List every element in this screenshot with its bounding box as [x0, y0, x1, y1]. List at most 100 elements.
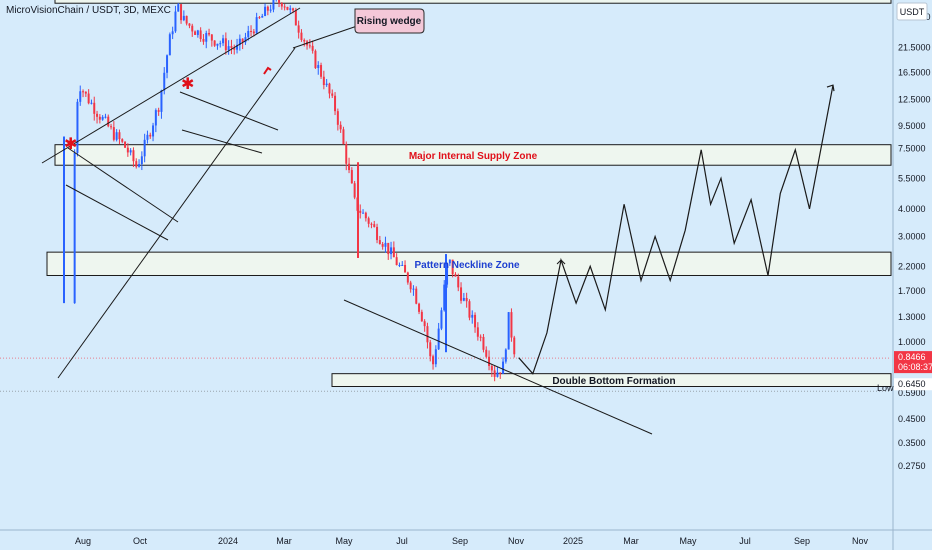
candle-body: [160, 90, 163, 112]
candle-body: [446, 263, 449, 285]
candle-body: [426, 326, 429, 343]
candle-body: [93, 102, 96, 114]
candle-body: [96, 113, 99, 117]
candle-body: [336, 111, 339, 125]
candle-body: [476, 327, 479, 337]
candle-body: [236, 44, 239, 50]
candle-body: [370, 223, 373, 225]
candle-body: [188, 23, 191, 26]
candle-body: [199, 30, 202, 40]
price-tick-label: 1.7000: [898, 286, 926, 296]
candle-body: [418, 303, 421, 312]
candle-body: [177, 4, 180, 12]
currency-selector[interactable]: [896, 2, 928, 21]
candle-body: [227, 46, 230, 51]
current-price-box: [894, 351, 932, 374]
candle-body: [140, 156, 143, 165]
price-tick-label: 1.3000: [898, 312, 926, 322]
channel-upper-line: [67, 147, 179, 223]
time-tick-label: Sep: [452, 536, 468, 546]
neckline-trend-line: [343, 299, 653, 435]
candle-body: [258, 17, 261, 19]
time-tick-label: May: [679, 536, 697, 546]
candle-body: [110, 126, 113, 128]
candle-body: [171, 31, 174, 35]
candle-body: [292, 8, 295, 11]
candle-body: [129, 150, 132, 153]
rising-wedge-callout-line: [292, 24, 361, 49]
candle-body: [73, 152, 76, 304]
candle-body: [107, 116, 110, 127]
neckline-zone-label: Pattern Neckline Zone: [414, 260, 519, 271]
time-tick-label: Jul: [739, 536, 751, 546]
neckline-zone: [46, 251, 892, 276]
candle-body: [429, 342, 432, 357]
candle-body: [406, 272, 409, 283]
candle-body: [339, 124, 342, 130]
time-tick-label: Mar: [276, 536, 292, 546]
channel-lower-line: [65, 184, 169, 241]
time-tick-label: Aug: [75, 536, 91, 546]
candle-body: [432, 356, 435, 365]
candle-body: [409, 282, 412, 290]
candle-body: [149, 134, 152, 137]
candle-body: [384, 242, 387, 247]
flag-lower-line: [181, 129, 263, 154]
low-label: Low: [877, 383, 894, 393]
candle-body: [185, 15, 188, 24]
candle-body: [348, 163, 351, 171]
candle-body: [373, 224, 376, 227]
candle-body: [342, 129, 345, 144]
candle-body: [510, 312, 513, 338]
candle-body: [174, 11, 177, 32]
projection-path: [518, 84, 834, 375]
candle-body: [308, 45, 311, 47]
candle-body: [300, 32, 303, 40]
projection-arrow-head: [826, 84, 835, 92]
candle-body: [387, 242, 390, 255]
wedge-lower-line: [57, 47, 296, 379]
wedge-upper-line: [41, 7, 301, 164]
candle-body: [233, 47, 236, 50]
candle-body: [87, 93, 90, 104]
time-tick-label: May: [335, 536, 353, 546]
candle-body: [364, 212, 367, 219]
candle-body: [118, 132, 121, 140]
candle-body: [280, 3, 283, 7]
candle-body: [247, 30, 250, 38]
candle-body: [163, 72, 166, 91]
candle-body: [146, 134, 149, 140]
candle-body: [420, 311, 423, 322]
time-tick-label: 2024: [218, 536, 238, 546]
candle-body: [334, 95, 337, 112]
candle-body: [398, 264, 401, 266]
candle-body: [493, 370, 496, 377]
candle-body: [490, 365, 493, 371]
candle-body: [454, 274, 457, 277]
candle-body: [210, 34, 213, 41]
candle-body: [395, 257, 398, 266]
price-tick-label: 4.0000: [898, 204, 926, 214]
time-tick-label: Nov: [852, 536, 869, 546]
candle-body: [112, 127, 115, 140]
candle-body: [238, 38, 241, 45]
candle-body: [104, 116, 107, 118]
candle-body: [208, 32, 211, 35]
candle-body: [499, 372, 502, 374]
price-tick-label: 16.5000: [898, 68, 931, 78]
labels-layer: Rising wedge Major Internal Supply Zone Pa…: [354, 0, 894, 393]
time-axis: Aug Oct 2024 Mar May Jul Sep Nov 2025 Mar May Jul Se…: [75, 536, 869, 546]
candle-body: [507, 312, 510, 350]
price-tick-label: 0.3500: [898, 438, 926, 448]
candle-body: [278, 0, 281, 4]
candle-body: [359, 210, 362, 213]
candle-body: [460, 287, 463, 301]
candle-body: [115, 132, 118, 140]
candle-body: [264, 6, 267, 16]
candle-body: [98, 116, 101, 120]
candle-body: [286, 6, 289, 10]
price-tick-label: 7.5000: [898, 143, 926, 153]
candle-body: [297, 25, 300, 33]
candle-body: [76, 101, 79, 153]
